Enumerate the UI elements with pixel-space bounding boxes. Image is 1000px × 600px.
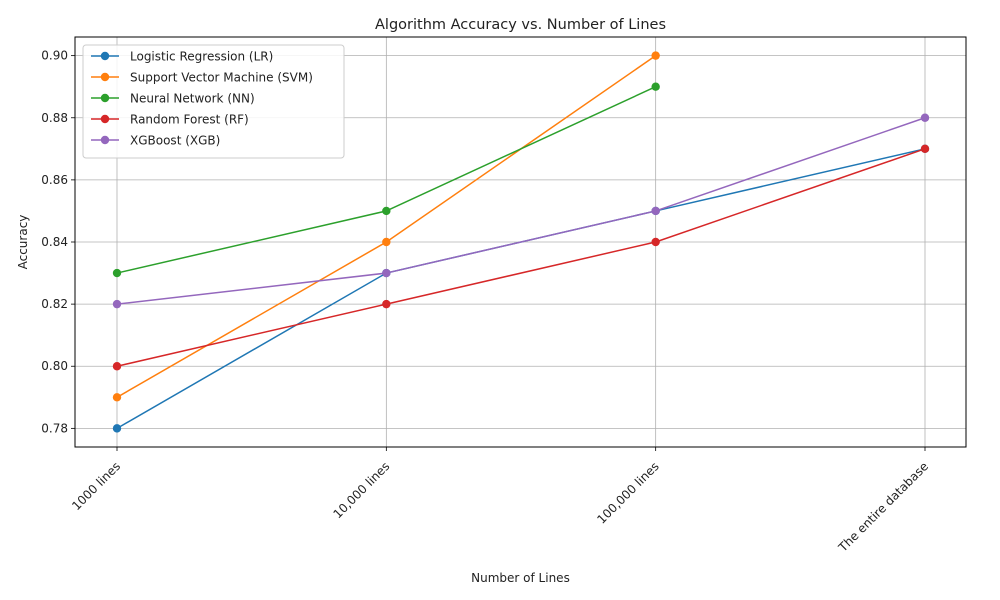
data-point: [112, 362, 122, 371]
y-axis-label: Accuracy: [16, 215, 30, 270]
data-point: [651, 82, 660, 91]
chart-title: Algorithm Accuracy vs. Number of Lines: [375, 17, 666, 33]
legend-label: Logistic Regression (LR): [130, 50, 273, 64]
data-point: [651, 51, 660, 60]
legend-marker: [100, 93, 110, 103]
data-point: [112, 424, 122, 433]
series-group: [112, 51, 930, 433]
data-point: [382, 206, 391, 216]
data-point: [112, 268, 122, 278]
legend-marker: [100, 51, 110, 61]
legend: Logistic Regression (LR) Support Vector M…: [82, 44, 345, 159]
data-point: [382, 299, 391, 309]
legend-label: Support Vector Machine (SVM): [130, 71, 313, 85]
data-point: [651, 237, 660, 247]
y-tick-label: 0.88: [41, 111, 68, 125]
data-point: [112, 299, 122, 309]
legend-label: Random Forest (RF): [130, 113, 249, 127]
legend-marker: [100, 135, 110, 145]
data-point: [920, 144, 930, 154]
legend-marker: [100, 114, 110, 124]
data-point: [382, 237, 391, 247]
data-point: [651, 206, 660, 216]
y-tick-label: 0.80: [41, 359, 68, 373]
legend-label: Neural Network (NN): [130, 92, 255, 106]
x-axis-label: Number of Lines: [471, 571, 570, 585]
y-tick-label: 0.90: [41, 49, 68, 63]
y-tick-label: 0.78: [41, 421, 68, 435]
series-line: [116, 117, 926, 305]
data-point: [920, 113, 930, 122]
data-point: [112, 393, 122, 402]
legend-box: [82, 44, 345, 159]
legend-label: XGBoost (XGB): [130, 134, 220, 148]
y-tick-label: 0.86: [41, 173, 68, 187]
y-tick-label: 0.82: [41, 297, 68, 311]
series-line: [116, 148, 926, 367]
data-point: [382, 268, 391, 278]
legend-marker: [100, 72, 110, 82]
y-tick-label: 0.84: [41, 235, 68, 249]
